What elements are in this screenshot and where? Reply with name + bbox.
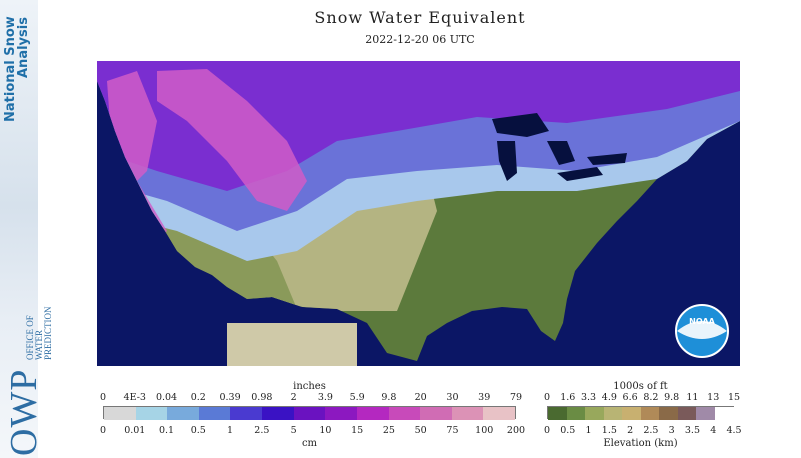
product-title: National Snow Analysis	[3, 2, 31, 122]
swe-inch-tick: 3.9	[317, 392, 333, 403]
elev-swatch	[548, 407, 567, 420]
snow-map-image: NOAA	[97, 61, 740, 366]
product-title-line2: Analysis	[16, 17, 31, 78]
elev-swatch	[659, 407, 678, 420]
swe-inch-tick: 5.9	[349, 392, 365, 403]
elev-ft-tick: 15	[727, 392, 741, 403]
elev-swatch	[677, 407, 697, 420]
swe-cm-tick: 0	[99, 425, 107, 436]
noaa-logo-text: NOAA	[689, 317, 715, 326]
swe-swatch	[325, 407, 358, 420]
elev-km-tick: 2	[627, 425, 634, 436]
snow-deep-rockies	[157, 69, 307, 211]
map-title: Snow Water Equivalent	[314, 8, 526, 27]
elev-swatch	[714, 407, 734, 420]
snow-map: NOAA	[97, 61, 740, 366]
elev-km-tick: 3.5	[684, 425, 700, 436]
swe-cm-tick: 75	[446, 425, 459, 436]
elev-ft-tick: 1.6	[560, 392, 576, 403]
swe-swatch	[451, 407, 484, 420]
elev-swatch	[640, 407, 660, 420]
swe-swatch	[104, 407, 136, 420]
swe-inch-tick: 30	[446, 392, 459, 403]
elev-km-tick: 0	[543, 425, 551, 436]
elev-ft-tick: 6.6	[622, 392, 638, 403]
swe-units-bottom: cm	[301, 438, 318, 449]
elev-colorbar	[547, 406, 734, 420]
elev-km-tick: 3	[668, 425, 675, 436]
swe-inch-tick: 4E-3	[123, 392, 146, 403]
swe-cm-tick: 1	[227, 425, 234, 436]
elev-ft-tick: 13	[707, 392, 720, 403]
noaa-logo: NOAA	[675, 304, 729, 358]
great-lakes	[492, 113, 627, 181]
swe-inch-tick: 0.2	[190, 392, 206, 403]
swe-cm-tick: 25	[382, 425, 395, 436]
mexico-outside-domain	[227, 323, 357, 366]
elev-km-tick: 0.5	[560, 425, 576, 436]
elev-ft-tick: 8.2	[643, 392, 659, 403]
swe-units-top: inches	[293, 381, 326, 392]
swe-cm-tick: 100	[475, 425, 494, 436]
swe-cm-tick: 0.1	[158, 425, 175, 436]
swe-cm-tick: 50	[414, 425, 427, 436]
swe-inch-tick: 0.98	[251, 392, 273, 403]
swe-colorbar	[103, 406, 516, 420]
elev-km-tick: 4.5	[726, 425, 742, 436]
swe-swatch	[293, 407, 326, 420]
owp-logo: OWP	[3, 368, 45, 456]
swe-swatch	[483, 407, 516, 420]
swe-inch-tick: 2	[290, 392, 297, 403]
swe-swatch	[262, 407, 295, 420]
swe-inch-tick: 0.04	[155, 392, 178, 403]
org-name: OFFICE OF WATER PREDICTION	[25, 306, 53, 361]
elev-ft-tick: 9.8	[664, 392, 680, 403]
swe-swatch	[420, 407, 453, 420]
elev-km-tick: 4	[710, 425, 717, 436]
elev-swatch	[585, 407, 604, 420]
swe-inch-tick: 79	[509, 392, 523, 403]
elev-units-top: 1000s of ft	[613, 381, 668, 392]
swe-swatch	[167, 407, 200, 420]
swe-inch-tick: 0	[99, 392, 107, 403]
swe-swatch	[135, 407, 168, 420]
elev-swatch	[566, 407, 586, 420]
swe-cm-tick: 0.5	[190, 425, 206, 436]
swe-cm-tick: 15	[351, 425, 364, 436]
elev-ft-tick: 11	[686, 392, 699, 403]
swe-swatch	[356, 407, 389, 420]
org-name-line3: PREDICTION	[43, 306, 53, 361]
swe-cm-tick: 2.5	[254, 425, 270, 436]
swe-swatch	[230, 407, 263, 420]
elev-ft-tick: 3.3	[580, 392, 597, 403]
elev-km-tick: 1.5	[601, 425, 617, 436]
swe-inch-tick: 20	[414, 392, 427, 403]
elev-ft-tick: 4.9	[601, 392, 617, 403]
swe-inch-tick: 0.39	[219, 392, 241, 403]
elev-swatch	[696, 407, 715, 420]
swe-cm-tick: 10	[319, 425, 332, 436]
elev-km-tick: 2.5	[643, 425, 659, 436]
elev-km-tick: 1	[585, 425, 592, 436]
sidebar-banner: National Snow Analysis OFFICE OF WATER P…	[0, 0, 53, 458]
swe-swatch	[388, 407, 421, 420]
swe-cm-tick: 0.01	[124, 425, 146, 436]
swe-cm-tick: 5	[290, 425, 297, 436]
swe-inch-tick: 39	[478, 392, 491, 403]
map-timestamp: 2022-12-20 06 UTC	[365, 33, 475, 46]
elev-units-bottom: Elevation (km)	[603, 438, 678, 449]
swe-inch-tick: 9.8	[381, 392, 397, 403]
swe-swatch	[198, 407, 231, 420]
elev-swatch	[603, 407, 623, 420]
elev-swatch	[622, 407, 641, 420]
swe-cm-tick: 200	[506, 425, 526, 436]
elev-ft-tick: 0	[543, 392, 551, 403]
